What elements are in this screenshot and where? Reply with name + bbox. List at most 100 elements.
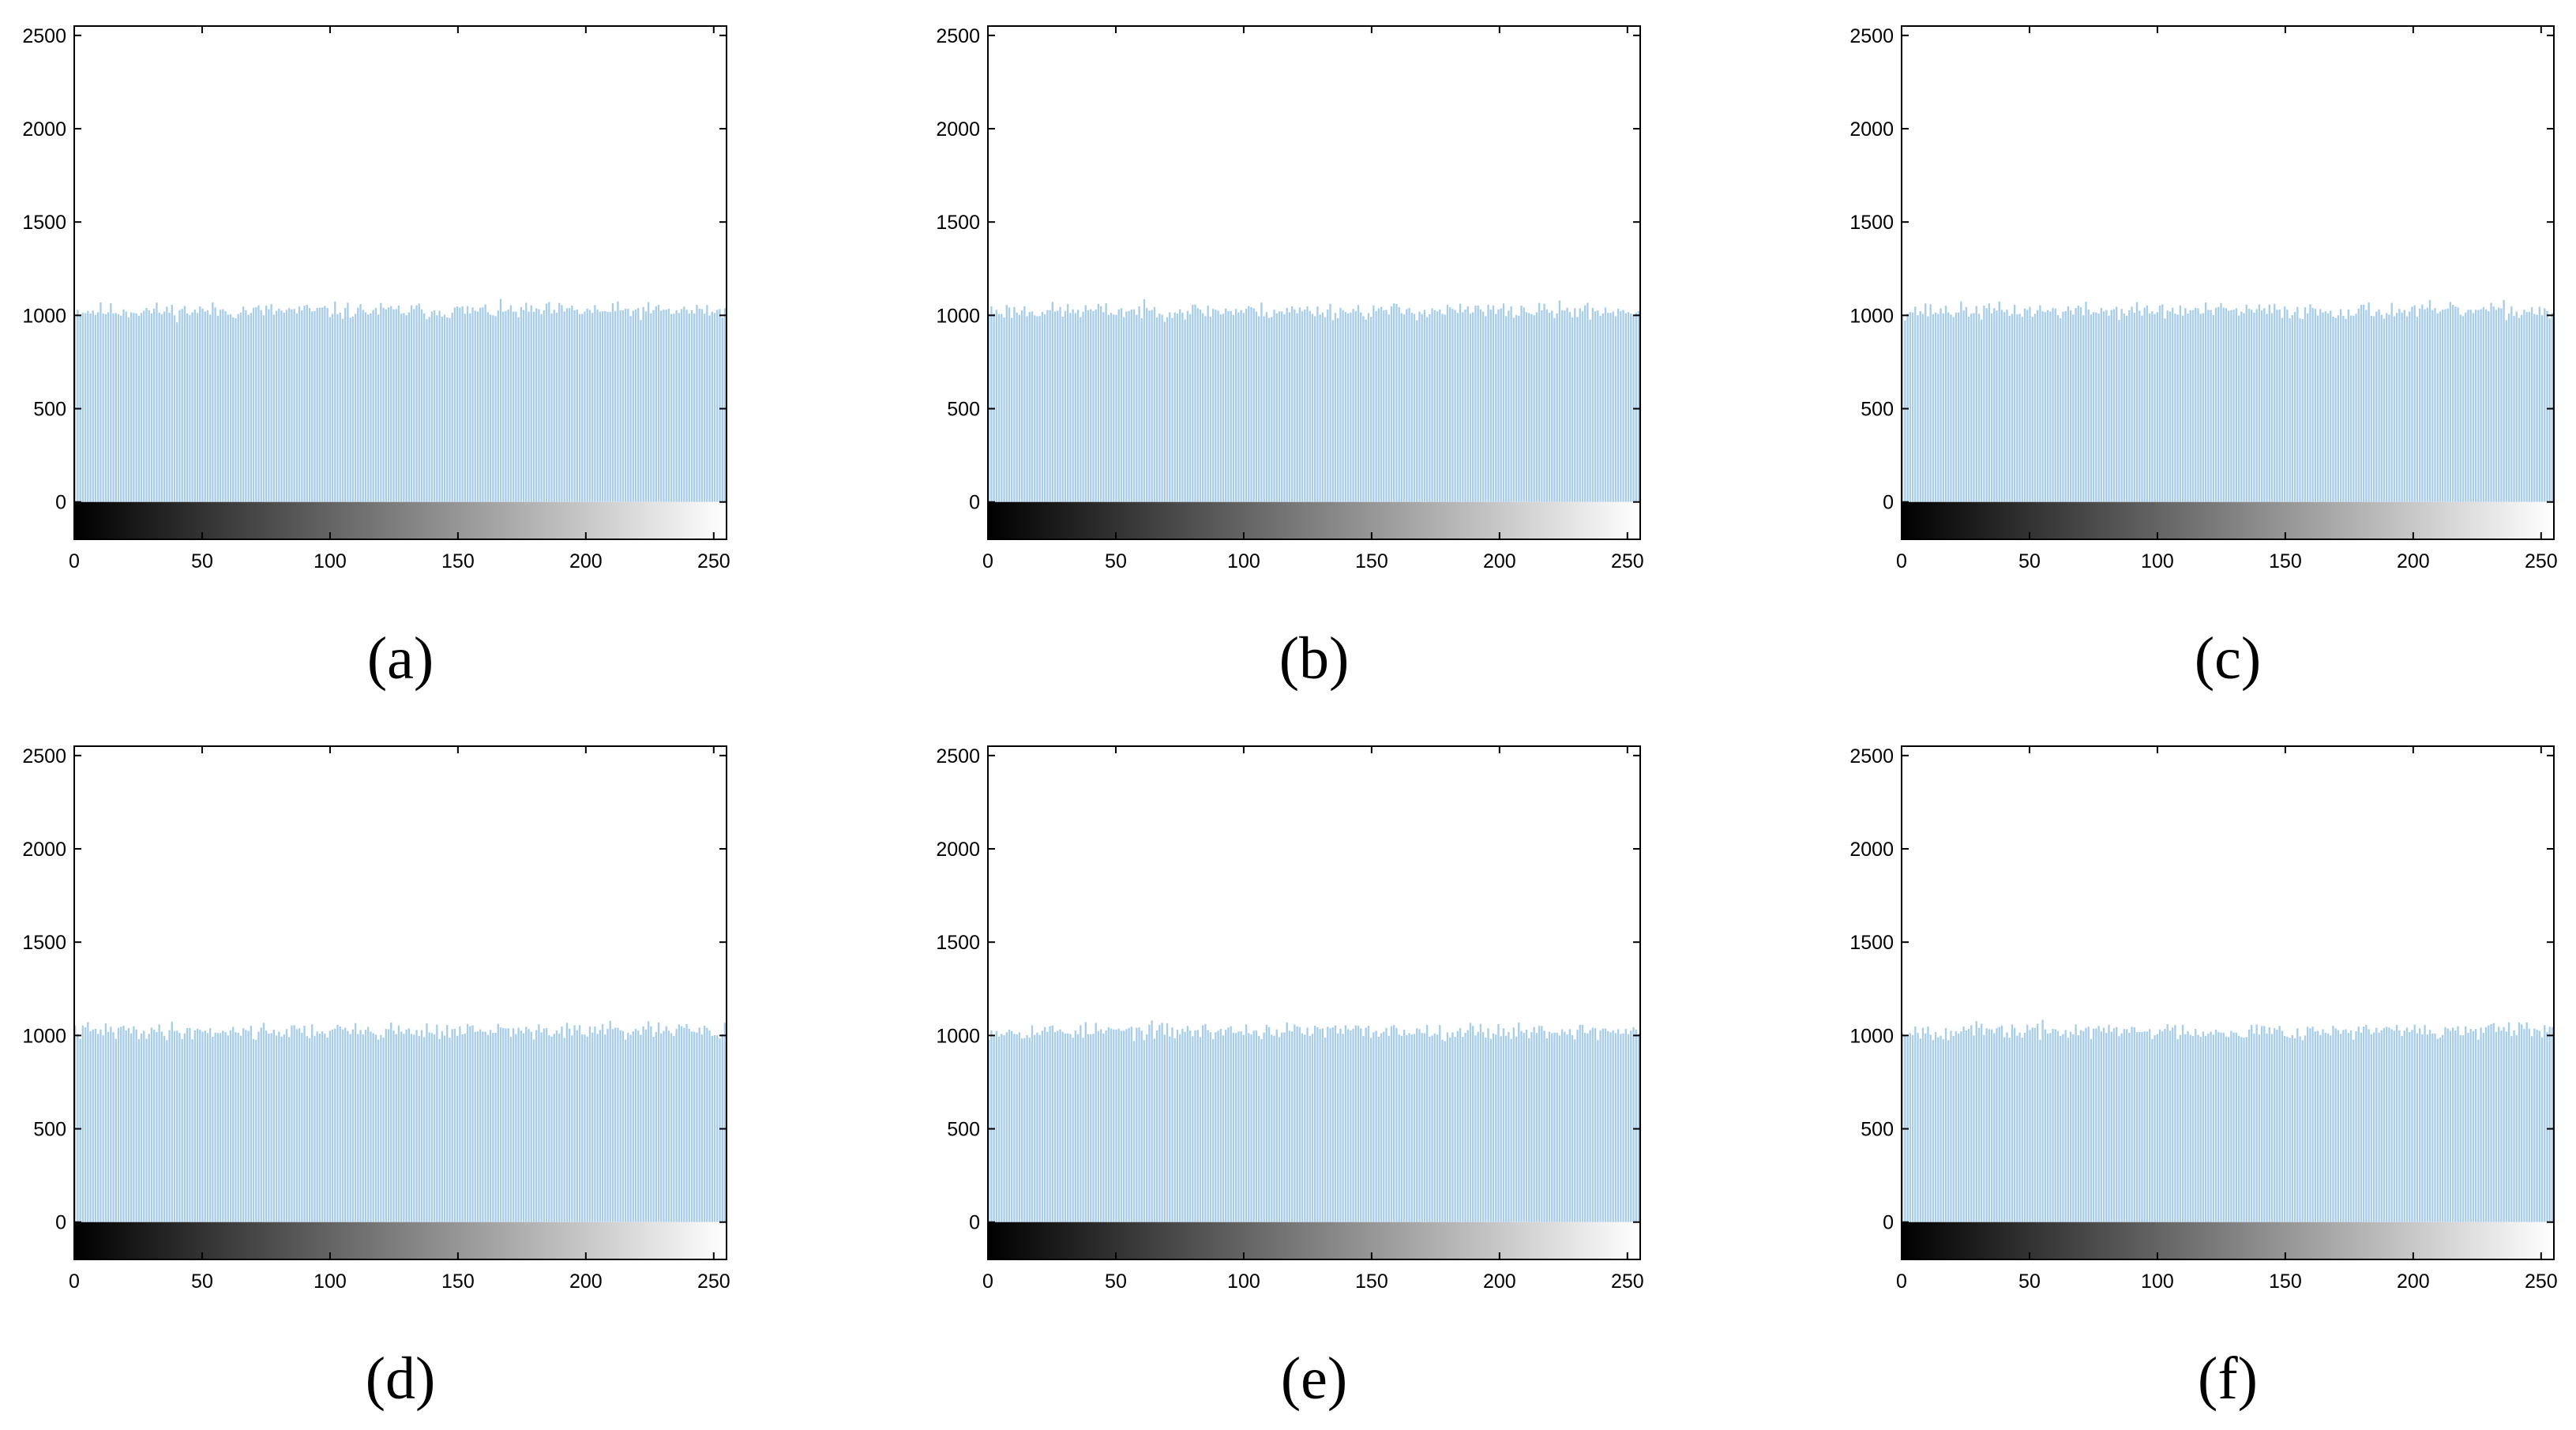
histogram-bar (216, 315, 220, 502)
histogram-bar (135, 313, 137, 502)
histogram-bar (403, 313, 405, 502)
histogram-bar (1036, 1032, 1038, 1222)
histogram-bar (247, 314, 250, 502)
histogram-bar (137, 1039, 140, 1222)
histogram-bar (1571, 1034, 1574, 1222)
histogram-bar (2296, 1028, 2299, 1222)
histogram-bar (2214, 307, 2217, 502)
histogram-bar (2342, 316, 2345, 502)
histogram-bar (2533, 1028, 2536, 1222)
histogram-bar (397, 1025, 400, 1222)
histogram-bar (2378, 309, 2380, 502)
histogram-bar (1365, 1027, 1367, 1222)
histogram-bar (2008, 1038, 2011, 1222)
histogram-bar (1090, 309, 1092, 502)
histogram-bar (2125, 1029, 2128, 1222)
histogram-bar (2484, 309, 2488, 502)
histogram-bar (1456, 313, 1459, 502)
histogram-bar (2225, 308, 2228, 502)
histogram-bar (449, 1038, 451, 1222)
histogram-bar (1092, 311, 1095, 502)
x-tick-label: 250 (1611, 1270, 1644, 1293)
histogram-bar (1481, 311, 1485, 502)
histogram-bar (1087, 310, 1090, 502)
histogram-bar (1932, 1040, 1935, 1222)
histogram-bar (387, 1029, 390, 1222)
histogram-bar (713, 313, 716, 502)
histogram-bar (502, 311, 505, 502)
histogram-bar (255, 307, 257, 502)
histogram-bar (397, 305, 400, 502)
histogram-bar (1028, 312, 1031, 502)
histogram-bar (1990, 313, 1993, 502)
histogram-bar (723, 1023, 727, 1222)
histogram-bar (619, 310, 621, 502)
histogram-bar (1146, 308, 1148, 502)
histogram-bar (298, 306, 301, 502)
histogram-bar (1518, 315, 1520, 502)
histogram-bar (1339, 1028, 1342, 1222)
histogram-bar (430, 1033, 434, 1222)
y-tick-label: 500 (33, 1119, 66, 1141)
histogram-bar (2247, 309, 2251, 502)
histogram-bar (1342, 1034, 1344, 1222)
histogram-bar (334, 1028, 336, 1222)
histogram-bar (644, 1029, 648, 1222)
histogram-bar (1245, 309, 1248, 502)
histogram-bar (395, 1034, 397, 1222)
histogram-bar (359, 304, 362, 502)
histogram-bar (1215, 310, 1217, 502)
histogram-bar (1192, 1036, 1194, 1222)
histogram-bar (204, 1030, 206, 1222)
histogram-bar (1273, 1035, 1275, 1222)
histogram-bar (2469, 1029, 2472, 1222)
histogram-bar (1474, 1035, 1477, 1222)
histogram-bar (2451, 305, 2454, 502)
histogram-bar (2232, 310, 2235, 502)
histogram-bar (1576, 1030, 1579, 1222)
histogram-bar (1973, 1035, 1975, 1222)
histogram-bar (1579, 1024, 1581, 1222)
histogram-bar (1996, 1027, 1998, 1222)
histogram-bar (443, 314, 446, 502)
histogram-bar (2523, 1029, 2525, 1222)
histogram-bar (532, 1039, 535, 1222)
histogram-bar (476, 311, 479, 502)
histogram-bar (2461, 1035, 2465, 1222)
histogram-bar (1230, 1026, 1232, 1222)
histogram-bar (2488, 311, 2490, 502)
histogram-bar (2189, 1034, 2191, 1222)
histogram-bar (464, 313, 466, 502)
histogram-bar (1485, 1038, 1487, 1222)
histogram-bar (1466, 1030, 1469, 1222)
plot-frame (1901, 745, 2555, 1260)
histogram-bar (698, 1027, 700, 1222)
histogram-bar (1581, 1024, 1584, 1222)
histogram-bar (1080, 317, 1082, 502)
histogram-bar (2148, 1029, 2151, 1222)
histogram-bar (1423, 1033, 1426, 1222)
histogram-bar (2049, 311, 2052, 502)
grayscale-colorbar (988, 501, 1640, 539)
histogram-bar (1477, 1031, 1479, 1222)
histogram-bar (110, 1027, 112, 1222)
histogram-bar (2212, 314, 2214, 502)
histogram-bar (1390, 1026, 1393, 1222)
histogram-bar (158, 1024, 160, 1222)
histogram-bar (1036, 316, 1038, 502)
histogram-bar (1059, 306, 1061, 502)
histogram-bar (1512, 1027, 1515, 1222)
histogram-bar (1296, 313, 1298, 502)
histogram-bar (642, 306, 644, 502)
histogram-bar (1993, 308, 1996, 502)
histogram-bar (201, 1031, 204, 1222)
histogram-bar (403, 1034, 405, 1222)
histogram-bar (2251, 310, 2253, 502)
histogram-bar (711, 1035, 713, 1222)
histogram-bar (89, 1030, 92, 1222)
histogram-bar (703, 1026, 706, 1222)
histogram-bar (2322, 312, 2324, 502)
histogram-bar (257, 1031, 260, 1222)
histogram-bar (624, 308, 627, 502)
